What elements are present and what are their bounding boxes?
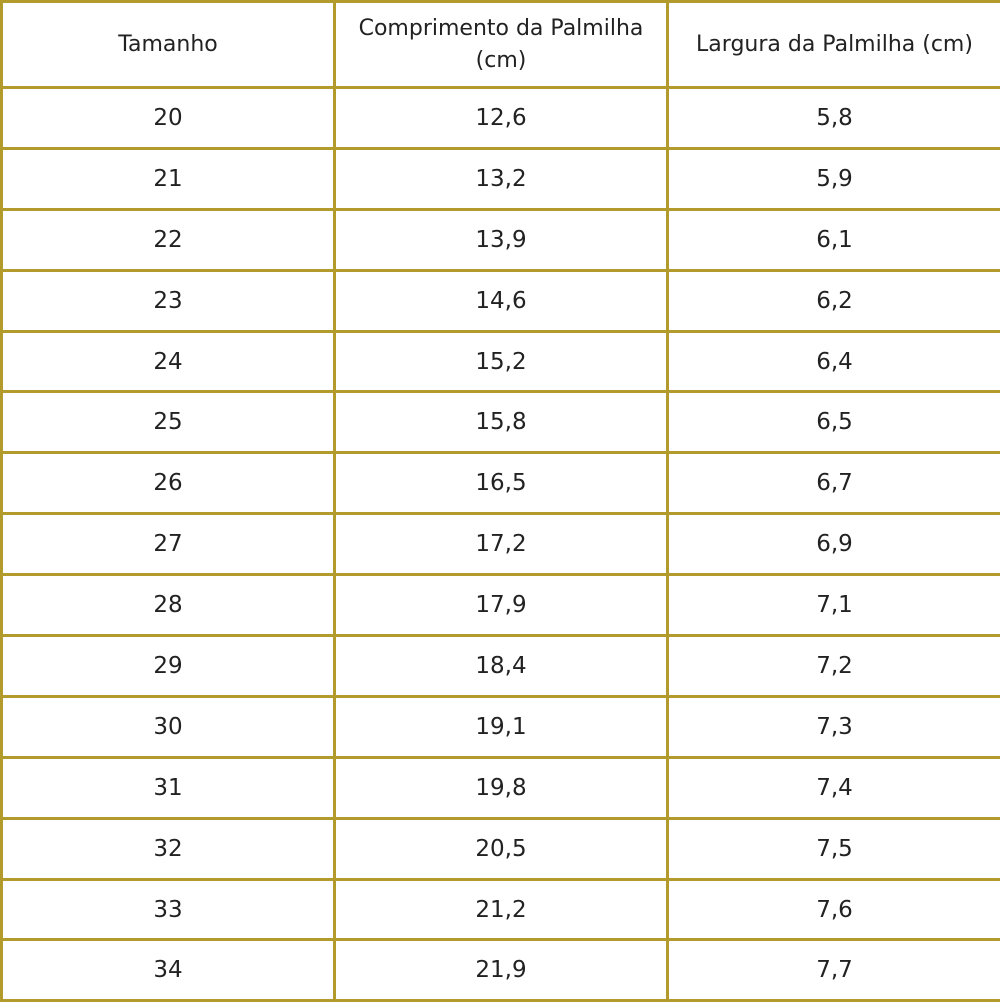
- cell-insole-width: 6,5: [668, 392, 1000, 453]
- cell-insole-length: 12,6: [335, 88, 668, 149]
- cell-insole-length: 13,2: [335, 148, 668, 209]
- cell-insole-width: 7,5: [668, 818, 1000, 879]
- cell-insole-width: 5,8: [668, 88, 1000, 149]
- cell-size: 34: [2, 940, 335, 1001]
- cell-insole-width: 6,2: [668, 270, 1000, 331]
- cell-size: 30: [2, 696, 335, 757]
- cell-size: 25: [2, 392, 335, 453]
- cell-insole-width: 7,1: [668, 575, 1000, 636]
- cell-insole-length: 17,2: [335, 514, 668, 575]
- cell-insole-length: 19,1: [335, 696, 668, 757]
- table-header: Tamanho Comprimento da Palmilha (cm) Lar…: [2, 2, 1000, 88]
- cell-size: 32: [2, 818, 335, 879]
- cell-insole-length: 15,8: [335, 392, 668, 453]
- header-size: Tamanho: [2, 2, 335, 88]
- cell-size: 22: [2, 209, 335, 270]
- cell-size: 31: [2, 757, 335, 818]
- cell-size: 23: [2, 270, 335, 331]
- header-insole-width: Largura da Palmilha (cm): [668, 2, 1000, 88]
- cell-size: 33: [2, 879, 335, 940]
- cell-insole-length: 17,9: [335, 575, 668, 636]
- cell-insole-length: 16,5: [335, 453, 668, 514]
- cell-insole-length: 21,9: [335, 940, 668, 1001]
- cell-insole-width: 7,6: [668, 879, 1000, 940]
- header-row: Tamanho Comprimento da Palmilha (cm) Lar…: [2, 2, 1000, 88]
- cell-insole-length: 19,8: [335, 757, 668, 818]
- cell-insole-width: 7,4: [668, 757, 1000, 818]
- cell-size: 20: [2, 88, 335, 149]
- cell-insole-length: 20,5: [335, 818, 668, 879]
- cell-insole-width: 6,1: [668, 209, 1000, 270]
- cell-insole-width: 7,7: [668, 940, 1000, 1001]
- cell-insole-width: 6,9: [668, 514, 1000, 575]
- cell-insole-length: 21,2: [335, 879, 668, 940]
- cell-insole-length: 13,9: [335, 209, 668, 270]
- cell-insole-width: 6,7: [668, 453, 1000, 514]
- cell-insole-width: 5,9: [668, 148, 1000, 209]
- cell-insole-width: 7,3: [668, 696, 1000, 757]
- header-insole-length: Comprimento da Palmilha (cm): [335, 2, 668, 88]
- cell-insole-length: 15,2: [335, 331, 668, 392]
- cell-size: 26: [2, 453, 335, 514]
- cell-size: 24: [2, 331, 335, 392]
- cell-size: 29: [2, 636, 335, 697]
- cell-insole-width: 6,4: [668, 331, 1000, 392]
- cell-insole-length: 14,6: [335, 270, 668, 331]
- cell-size: 28: [2, 575, 335, 636]
- cell-size: 27: [2, 514, 335, 575]
- cell-insole-length: 18,4: [335, 636, 668, 697]
- cell-insole-width: 7,2: [668, 636, 1000, 697]
- cell-size: 21: [2, 148, 335, 209]
